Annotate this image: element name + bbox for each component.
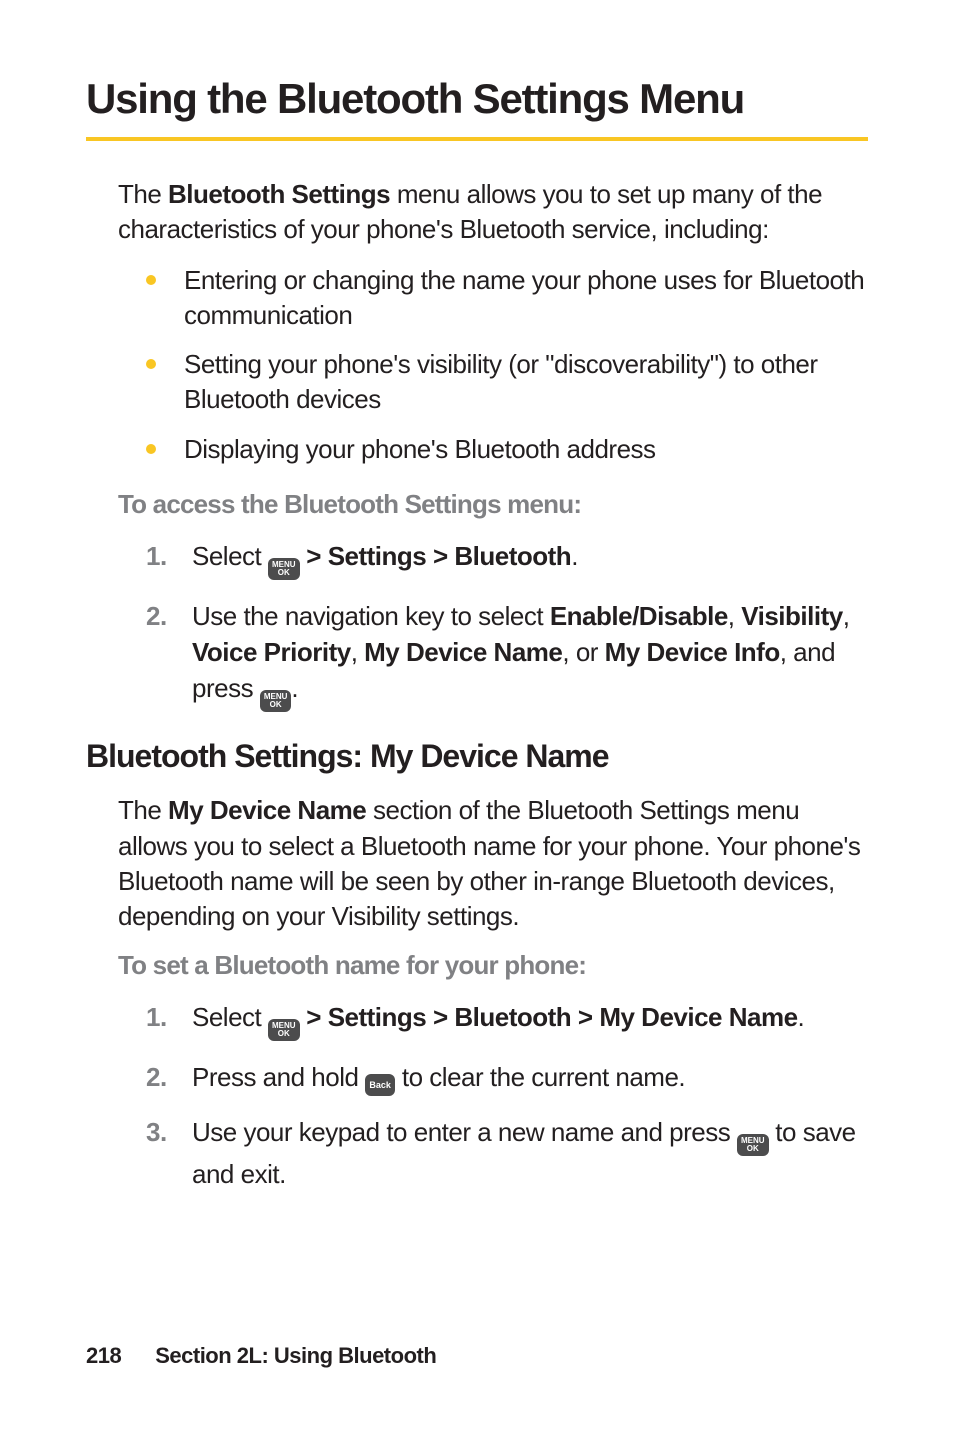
- step-text: to clear the current name.: [395, 1062, 685, 1092]
- bullet-list: Entering or changing the name your phone…: [146, 263, 868, 466]
- mdn-paragraph: The My Device Name section of the Blueto…: [118, 793, 868, 933]
- section-label: Section 2L: Using Bluetooth: [155, 1343, 436, 1368]
- step-item: Select MENUOK > Settings > Bluetooth.: [146, 538, 868, 580]
- intro-bold: Bluetooth Settings: [168, 179, 390, 209]
- page-number: 218: [86, 1343, 121, 1368]
- comma: , or: [562, 637, 604, 667]
- intro-pre: The: [118, 179, 168, 209]
- menu-ok-icon: MENUOK: [268, 558, 300, 580]
- step-item: Select MENUOK > Settings > Bluetooth > M…: [146, 999, 868, 1041]
- step-item: Press and hold Back to clear the current…: [146, 1059, 868, 1097]
- step-item: Use your keypad to enter a new name and …: [146, 1114, 868, 1192]
- set-heading: To set a Bluetooth name for your phone:: [118, 950, 868, 981]
- option-voice: Voice Priority: [192, 637, 351, 667]
- intro-paragraph: The Bluetooth Settings menu allows you t…: [118, 177, 868, 247]
- page-title: Using the Bluetooth Settings Menu: [86, 75, 868, 123]
- mdn-bold: My Device Name: [168, 795, 366, 825]
- menu-path: > Settings > Bluetooth: [300, 541, 572, 571]
- access-heading: To access the Bluetooth Settings menu:: [118, 489, 868, 520]
- step-text: Select: [192, 541, 268, 571]
- list-item: Setting your phone's visibility (or "dis…: [146, 347, 868, 417]
- option-devname: My Device Name: [364, 637, 562, 667]
- comma: ,: [728, 601, 741, 631]
- step-item: Use the navigation key to select Enable/…: [146, 598, 868, 713]
- back-icon: Back: [365, 1074, 395, 1096]
- access-steps: Select MENUOK > Settings > Bluetooth. Us…: [146, 538, 868, 713]
- step-end: .: [798, 1002, 805, 1032]
- comma: ,: [351, 637, 364, 667]
- mdn-pre: The: [118, 795, 168, 825]
- section-heading: Bluetooth Settings: My Device Name: [86, 738, 868, 775]
- list-item: Displaying your phone's Bluetooth addres…: [146, 432, 868, 467]
- step-text: Use the navigation key to select: [192, 601, 550, 631]
- comma: ,: [843, 601, 850, 631]
- menu-ok-icon: MENUOK: [260, 690, 292, 712]
- step-text: Press and hold: [192, 1062, 365, 1092]
- option-enable: Enable/Disable: [550, 601, 728, 631]
- menu-ok-icon: MENUOK: [268, 1019, 300, 1041]
- title-underline: [86, 137, 868, 141]
- menu-ok-icon: MENUOK: [737, 1134, 769, 1156]
- step-text: Select: [192, 1002, 268, 1032]
- step-end: .: [291, 673, 298, 703]
- option-devinfo: My Device Info: [605, 637, 780, 667]
- option-visibility: Visibility: [741, 601, 842, 631]
- step-end: .: [571, 541, 578, 571]
- step-text: Use your keypad to enter a new name and …: [192, 1117, 737, 1147]
- page-footer: 218 Section 2L: Using Bluetooth: [86, 1343, 436, 1369]
- set-steps: Select MENUOK > Settings > Bluetooth > M…: [146, 999, 868, 1193]
- menu-path: > Settings > Bluetooth > My Device Name: [300, 1002, 798, 1032]
- list-item: Entering or changing the name your phone…: [146, 263, 868, 333]
